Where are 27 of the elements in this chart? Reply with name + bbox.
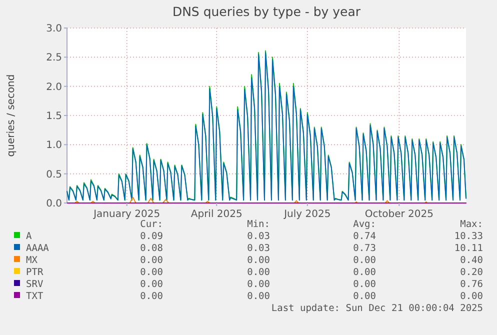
x-tick-label: April 2025 <box>190 209 242 220</box>
x-tick-label: October 2025 <box>364 209 434 220</box>
y-axis-title: queries / second <box>6 74 17 157</box>
legend-label: SRV <box>26 279 44 290</box>
text: 0.09 0.03 0.74 10.33 <box>140 231 483 242</box>
y-tick-label: 0.0 <box>46 198 62 210</box>
y-tick-label: 3.0 <box>46 24 62 34</box>
text: Cur: Min: Avg: Max: <box>140 219 483 230</box>
chart-title: DNS queries by type - by year <box>172 4 362 19</box>
text: 0.00 0.00 0.00 0.76 <box>140 279 483 290</box>
y-tick-label: 1.0 <box>46 140 62 152</box>
legend-label: MX <box>26 255 38 266</box>
x-tick-label: January 2025 <box>92 209 160 220</box>
x-tick-label: July 2025 <box>283 209 331 220</box>
legend-label: PTR <box>26 267 44 278</box>
text: 0.00 0.00 0.00 0.40 <box>140 255 483 266</box>
y-tick-label: 2.0 <box>46 82 62 93</box>
y-tick-label: 0.5 <box>46 169 62 180</box>
legend-label: A <box>26 231 32 242</box>
text: 0.08 0.03 0.73 10.11 <box>140 243 483 254</box>
y-tick-label: 2.5 <box>46 52 62 64</box>
text: 0.00 0.00 0.00 0.00 <box>140 291 483 302</box>
text: 0.00 0.00 0.00 0.20 <box>140 267 483 278</box>
legend-label: AAAA <box>26 243 50 254</box>
y-tick-label: 1.5 <box>46 111 62 122</box>
legend-label: TXT <box>26 291 44 302</box>
text: Last update: Sun Dec 21 00:00:04 2025 <box>271 303 483 314</box>
